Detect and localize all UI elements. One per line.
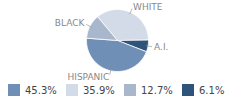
- svg-text:A.I.: A.I.: [154, 42, 168, 52]
- html-text:45.3%: 45.3%: [25, 84, 57, 96]
- html-text:12.7%: 12.7%: [141, 84, 173, 96]
- svg-text:HISPANIC: HISPANIC: [67, 72, 109, 82]
- html-text:6.1%: 6.1%: [199, 84, 225, 96]
- svg-text:WHITE: WHITE: [133, 2, 163, 12]
- svg-text:BLACK: BLACK: [55, 18, 86, 28]
- html-text:35.9%: 35.9%: [83, 84, 115, 96]
